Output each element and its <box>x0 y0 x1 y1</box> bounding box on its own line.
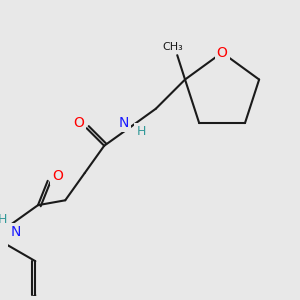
Text: O: O <box>217 46 227 60</box>
Text: O: O <box>74 116 84 130</box>
Text: O: O <box>52 169 63 183</box>
Text: H: H <box>136 124 146 138</box>
Text: CH₃: CH₃ <box>162 42 183 52</box>
Text: N: N <box>118 116 129 130</box>
Text: N: N <box>11 225 21 239</box>
Text: H: H <box>0 213 8 226</box>
